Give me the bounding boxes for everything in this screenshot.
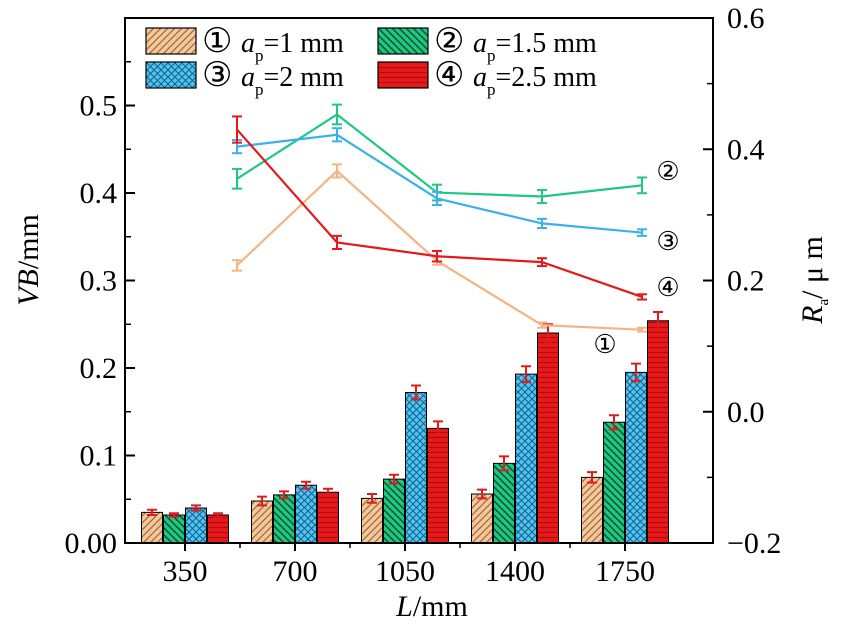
bar-s4-350 <box>208 515 229 543</box>
line-end-label-3: ③ <box>656 227 679 256</box>
bar-s1-1050 <box>362 498 383 543</box>
bar-s2-1050 <box>384 479 405 543</box>
left-tick-label: 0.2 <box>80 352 118 385</box>
right-tick-label: −0.2 <box>727 527 781 560</box>
left-tick-label: 0.4 <box>80 177 118 210</box>
x-tick-label: 1400 <box>485 555 545 588</box>
bar-s3-350 <box>186 508 207 543</box>
bar-s3-1750 <box>626 372 647 543</box>
legend-label-4: ④ ap=2.5 mm <box>434 57 597 99</box>
bar-s2-1750 <box>604 422 625 543</box>
bar-s1-1400 <box>472 494 493 543</box>
right-tick-label: 0.0 <box>727 396 765 429</box>
bar-s3-700 <box>296 485 317 543</box>
x-tick-label: 1750 <box>595 555 655 588</box>
line-layer: ① ② ③ ④ <box>232 105 680 359</box>
bar-s2-1400 <box>494 463 515 543</box>
legend-swatch-4 <box>378 62 428 88</box>
line-series-4 <box>237 130 642 297</box>
bar-s1-1750 <box>582 477 603 543</box>
legend-swatch-3 <box>146 62 196 88</box>
line-end-label-2: ② <box>656 157 679 186</box>
line-end-label-1: ① <box>593 330 616 359</box>
left-tick-label: 0.00 <box>65 527 118 560</box>
legend-label-3: ③ ap=2 mm <box>202 57 344 99</box>
x-tick-label: 1050 <box>375 555 435 588</box>
legend-swatch-2 <box>378 28 428 54</box>
bar-s4-700 <box>318 492 339 543</box>
x-axis-title: L/mm <box>395 590 468 623</box>
bar-s4-1050 <box>428 428 449 543</box>
legend-swatch-1 <box>146 28 196 54</box>
legend: ① ap=1 mm ② ap=1.5 mm③ ap=2 mm ④ ap=2.5 mm <box>146 23 597 99</box>
right-tick-label: 0.6 <box>727 2 765 35</box>
left-tick-label: 0.1 <box>80 440 118 473</box>
bar-s4-1750 <box>648 321 669 543</box>
y2-axis-title: Ra/ μ m <box>796 236 832 325</box>
line-end-label-4: ④ <box>656 273 679 302</box>
right-tick-label: 0.4 <box>727 133 765 166</box>
bar-s2-350 <box>164 515 185 543</box>
bar-s1-700 <box>252 501 273 543</box>
left-tick-label: 0.5 <box>80 90 118 123</box>
left-tick-label: 0.3 <box>80 265 118 298</box>
bar-s1-350 <box>142 512 163 543</box>
bar-s2-700 <box>274 495 295 543</box>
x-tick-label: 700 <box>273 555 318 588</box>
bar-s3-1050 <box>406 393 427 544</box>
bar-s4-1400 <box>538 333 559 543</box>
right-tick-label: 0.2 <box>727 265 765 298</box>
chart: ① ② ③ ④ 0.00 0.1 0.2 0.3 0.4 0.5 −0.2 0.0 0.2 0.4 0.6… <box>0 0 850 638</box>
y-axis-title: VB/mm <box>12 214 45 306</box>
bar-s3-1400 <box>516 374 537 543</box>
bar-layer <box>142 312 669 543</box>
x-tick-label: 350 <box>163 555 208 588</box>
